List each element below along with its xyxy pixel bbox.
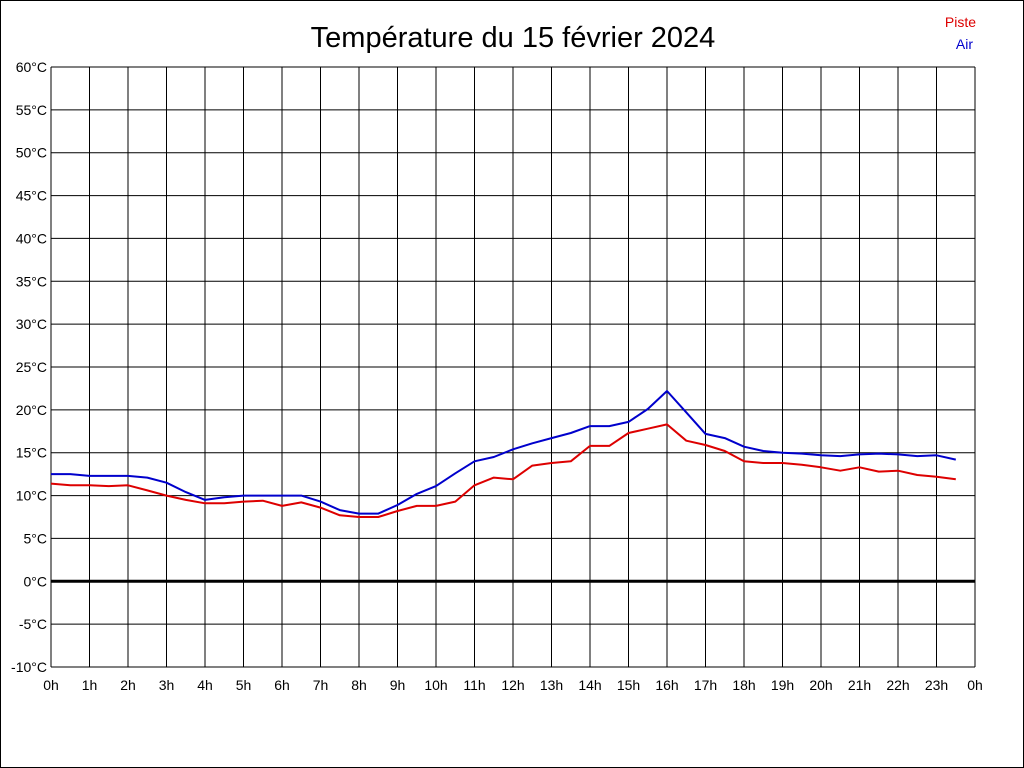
x-tick-label: 0h	[43, 677, 59, 693]
x-tick-label: 2h	[120, 677, 136, 693]
x-tick-label: 5h	[236, 677, 252, 693]
series-line-piste	[50, 423, 956, 518]
y-tick-label: 55°C	[16, 102, 47, 118]
x-tick-label: 1h	[82, 677, 98, 693]
x-tick-label: 17h	[694, 677, 717, 693]
x-tick-label: 23h	[925, 677, 948, 693]
x-tick-label: 11h	[463, 677, 485, 693]
y-tick-label: 15°C	[16, 445, 47, 461]
y-tick-label: 45°C	[16, 188, 47, 204]
x-tick-label: 7h	[313, 677, 329, 693]
y-tick-label: 35°C	[16, 273, 47, 289]
legend-entry-piste: Piste	[945, 14, 976, 30]
y-tick-label: 0°C	[24, 573, 48, 589]
x-tick-label: 19h	[771, 677, 794, 693]
x-tick-label: 15h	[617, 677, 640, 693]
grid	[50, 66, 976, 668]
x-tick-label: 3h	[159, 677, 175, 693]
chart-title: Température du 15 février 2024	[311, 22, 716, 54]
y-tick-label: 20°C	[16, 402, 47, 418]
x-tick-label: 20h	[809, 677, 832, 693]
x-tick-label: 22h	[886, 677, 909, 693]
y-tick-label: 60°C	[16, 59, 47, 75]
x-tick-label: 12h	[501, 677, 524, 693]
x-tick-label: 16h	[655, 677, 678, 693]
series-layer	[50, 390, 957, 518]
series-line-air	[51, 390, 957, 515]
x-tick-label: 9h	[390, 677, 406, 693]
x-tick-label: 14h	[578, 677, 601, 693]
y-tick-label: 30°C	[16, 316, 47, 332]
y-tick-label: -10°C	[11, 659, 47, 675]
x-tick-label: 0h	[967, 677, 983, 693]
legend: Piste Air	[945, 14, 976, 52]
x-tick-label: 13h	[540, 677, 563, 693]
x-tick-label: 6h	[274, 677, 290, 693]
y-tick-label: 10°C	[16, 488, 47, 504]
x-tick-label: 21h	[848, 677, 871, 693]
y-tick-label: 50°C	[16, 145, 47, 161]
x-tick-label: 8h	[351, 677, 367, 693]
x-tick-label: 10h	[424, 677, 447, 693]
x-tick-label: 4h	[197, 677, 213, 693]
legend-entry-air: Air	[956, 36, 973, 52]
tick-labels: 60°C 55°C 50°C 45°C 40°C 35°C 30°C 25°C 20°C 15°C…	[11, 59, 983, 693]
y-tick-label: 25°C	[16, 359, 47, 375]
y-tick-label: 5°C	[24, 530, 48, 546]
y-tick-label: 40°C	[16, 230, 47, 246]
x-tick-label: 18h	[732, 677, 755, 693]
y-tick-label: -5°C	[19, 616, 47, 632]
